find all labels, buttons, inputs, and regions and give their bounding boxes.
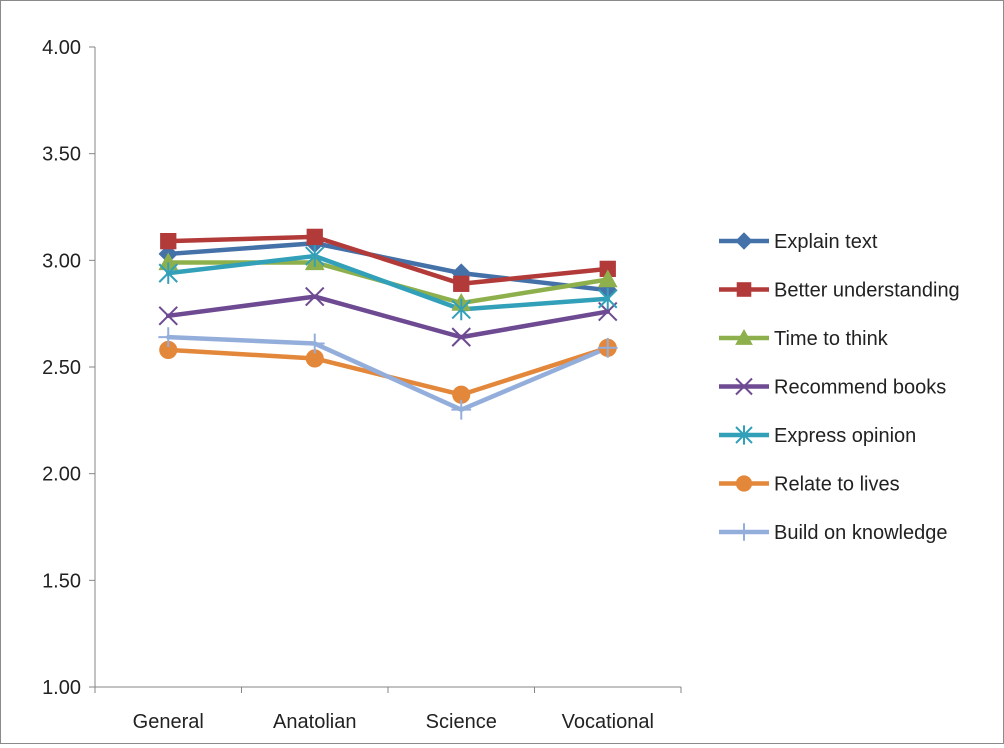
chart-axes: 1.00 1.50 2.00 2.50 3.00 3.50 4.00 General Anato…: [42, 37, 682, 733]
legend-marker: [736, 282, 752, 297]
legend-marker: [735, 475, 753, 492]
data-point: [306, 228, 323, 246]
legend-item: Express opinion: [719, 425, 916, 447]
data-point: [158, 327, 179, 348]
legend-marker: [735, 328, 753, 345]
legend-label: Express opinion: [774, 425, 916, 447]
data-point: [451, 399, 472, 420]
legend-marker: [735, 232, 753, 250]
legend-marker: [735, 425, 753, 445]
y-tick-label: 3.50: [42, 144, 81, 166]
legend-label: Recommend books: [774, 377, 946, 399]
series-line-7: [166, 334, 610, 412]
legend-item: Time to think: [719, 328, 889, 350]
series-line-2: [166, 234, 610, 287]
legend-marker: [735, 377, 753, 396]
x-tick-label: Anatolian: [273, 711, 356, 733]
legend: Explain text Better understanding Time to …: [719, 231, 960, 544]
data-point: [597, 337, 618, 358]
legend-label: Build on knowledge: [774, 522, 947, 544]
legend-item: Build on knowledge: [719, 522, 947, 544]
legend-item: Relate to lives: [719, 474, 900, 496]
data-point: [160, 232, 177, 250]
data-point: [158, 262, 178, 284]
x-tick-label: General: [133, 711, 204, 733]
y-tick-label: 3.00: [42, 250, 81, 272]
y-tick-label: 2.00: [42, 464, 81, 486]
series-line-4: [166, 294, 610, 340]
y-tick-label: 1.00: [42, 677, 81, 699]
legend-label: Time to think: [774, 328, 889, 350]
y-tick-label: 4.00: [42, 37, 81, 59]
legend-label: Relate to lives: [774, 474, 900, 496]
x-tick-label: Science: [426, 711, 497, 733]
data-point: [451, 298, 471, 321]
data-point: [453, 275, 470, 292]
y-tick-label: 1.50: [42, 570, 81, 592]
series-line-6: [166, 345, 610, 397]
legend-marker: [735, 523, 753, 541]
y-tick-label: 2.50: [42, 357, 81, 379]
legend-label: Better understanding: [774, 280, 960, 302]
legend-item: Explain text: [719, 231, 878, 253]
x-tick-label: Vocational: [562, 711, 654, 733]
series-line-5: [166, 253, 610, 312]
series-lines: [166, 234, 610, 412]
legend-label: Explain text: [774, 231, 878, 253]
data-point: [305, 286, 325, 307]
data-point: [598, 287, 618, 310]
data-point: [451, 327, 471, 347]
series-markers: [158, 228, 618, 420]
data-point: [304, 333, 325, 354]
legend-item: Recommend books: [719, 377, 946, 399]
data-point: [305, 245, 325, 267]
data-point: [158, 306, 178, 326]
data-point: [597, 269, 618, 288]
legend-item: Better understanding: [719, 280, 960, 302]
